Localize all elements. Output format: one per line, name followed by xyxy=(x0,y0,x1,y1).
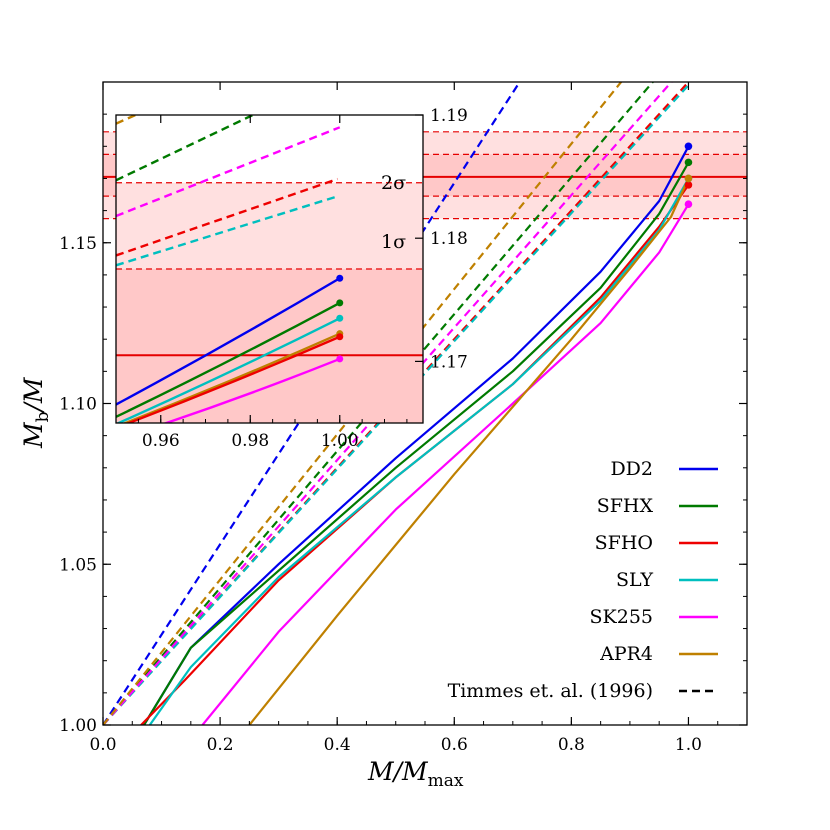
eos-solid-lines xyxy=(140,145,690,725)
x-axis-label-sub: max xyxy=(428,771,464,791)
inset-y-tick-label-1.19: 1.19 xyxy=(430,106,468,126)
x-tick-label-0.2: 0.2 xyxy=(207,735,234,755)
y-tick-label-1.15: 1.15 xyxy=(59,234,97,254)
y-tick-label-1.00: 1.00 xyxy=(59,716,97,736)
legend-label-timmes: Timmes et. al. (1996) xyxy=(448,680,653,702)
legend-label-dd2: DD2 xyxy=(610,458,653,480)
inset-solid-sfho xyxy=(125,335,341,423)
x-tick-label-1.0: 1.0 xyxy=(675,735,702,755)
y-tick-label-1.05: 1.05 xyxy=(59,555,97,575)
inset-x-tick-label-0.96: 0.96 xyxy=(142,431,180,451)
two-sigma-label: 2σ xyxy=(381,172,406,194)
one-sigma-label: 1σ xyxy=(381,231,406,253)
endpoint-sfhx xyxy=(684,158,693,167)
solid-line-sfhx xyxy=(143,161,690,725)
inset-solid-sfhx xyxy=(116,301,341,418)
inset-y-tick-label-1.18: 1.18 xyxy=(430,229,468,249)
inset-dashed-sfho xyxy=(116,177,338,257)
inset-endpoint-sfhx xyxy=(336,299,344,307)
inset-endpoint-dd2 xyxy=(336,274,344,282)
endpoint-dd2 xyxy=(684,142,693,151)
x-tick-label-0.6: 0.6 xyxy=(441,735,468,755)
legend: DD2 SFHX SFHO SLY SK255 APR4 Timmes et. al. (1… xyxy=(448,458,718,702)
inset-y-tick-label-1.17: 1.17 xyxy=(430,352,468,372)
inset-axis-ticks: 0.96 0.98 1.00 1.17 1.18 1.19 xyxy=(115,106,468,451)
legend-label-sk255: SK255 xyxy=(590,606,653,628)
endpoint-sk255 xyxy=(684,200,693,208)
inset-dashed-lines xyxy=(116,115,341,267)
endpoint-markers xyxy=(684,142,693,208)
solid-line-apr4 xyxy=(248,178,690,725)
inset-solid-apr4 xyxy=(122,332,341,423)
dashed-line-sk255 xyxy=(103,82,673,725)
inset-endpoint-sly xyxy=(336,314,344,322)
y-tick-label-1.10: 1.10 xyxy=(59,395,97,415)
inset-one-sigma-band xyxy=(116,269,423,423)
legend-label-apr4: APR4 xyxy=(599,643,653,665)
endpoint-sfho xyxy=(684,181,693,189)
inset-dashed-sfhx xyxy=(116,115,256,182)
inset-solid-sly xyxy=(116,317,341,423)
inset-solid-dd2 xyxy=(116,277,341,406)
y-axis-label-main: M xyxy=(19,421,48,449)
solid-line-sk255 xyxy=(201,203,690,725)
inset-confidence-band xyxy=(116,182,423,423)
x-axis-label-main: M/M xyxy=(367,757,429,786)
inset-endpoint-markers xyxy=(336,274,344,363)
main-axis-ticks: 0.0 0.2 0.4 0.6 0.8 1.0 1.00 1.05 1.10 1.15 xyxy=(59,82,747,755)
legend-label-sfhx: SFHX xyxy=(597,495,654,517)
inset-solid-sk255 xyxy=(162,357,341,423)
inset-x-tick-label-0.98: 0.98 xyxy=(231,431,269,451)
inset-solid-lines xyxy=(116,277,341,423)
solid-line-sly xyxy=(148,177,690,725)
legend-label-sfho: SFHO xyxy=(595,532,653,554)
inset-x-tick-label-1.00: 1.00 xyxy=(321,431,359,451)
legend-label-sly: SLY xyxy=(616,569,653,591)
x-tick-label-0.0: 0.0 xyxy=(89,735,116,755)
x-tick-label-0.8: 0.8 xyxy=(558,735,585,755)
y-axis-label: Mb/M xyxy=(19,376,53,449)
x-axis-label: M/Mmax xyxy=(367,757,464,791)
y-axis-label-tail: /M xyxy=(19,376,48,413)
inset-frame xyxy=(115,114,424,424)
endpoint-apr4 xyxy=(684,174,693,183)
inset-endpoint-sk255 xyxy=(336,355,344,363)
inset-endpoint-sfho xyxy=(336,333,344,341)
inset-dashed-sk255 xyxy=(116,126,341,218)
x-tick-label-0.4: 0.4 xyxy=(324,735,351,755)
y-axis-label-sub: b xyxy=(33,411,53,422)
